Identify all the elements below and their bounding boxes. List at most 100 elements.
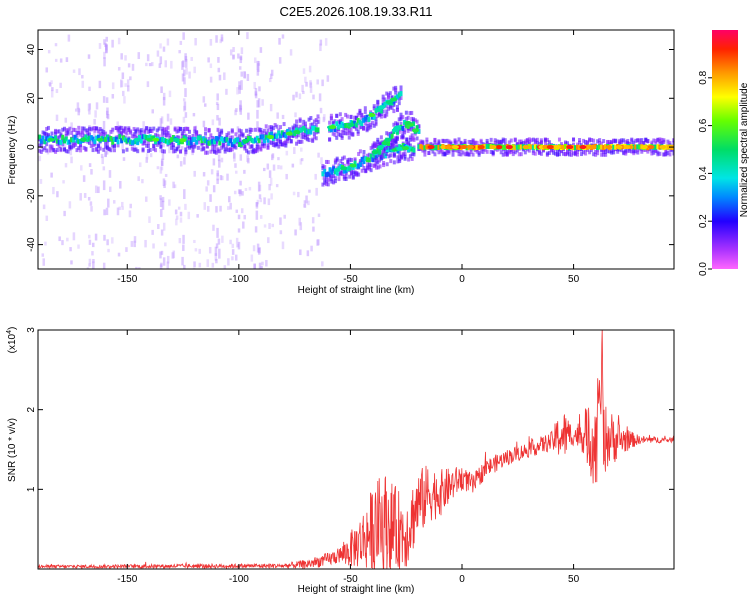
heatmap-speckle (119, 180, 122, 189)
heatmap-speckle (285, 150, 289, 156)
heatmap-streak (160, 229, 164, 236)
heatmap-cell (469, 140, 473, 145)
heatmap-cell (602, 152, 606, 157)
heatmap-speckle (117, 252, 121, 257)
heatmap-cell (205, 150, 209, 155)
heatmap-speckle (229, 202, 232, 210)
heatmap-streak (162, 178, 166, 186)
heatmap-cell (379, 114, 383, 119)
heatmap-speckle (149, 153, 153, 158)
heatmap-cell (408, 135, 412, 140)
heatmap-cell (561, 151, 565, 156)
heatmap-cell (481, 142, 485, 147)
heatmap-cell (39, 149, 43, 154)
heatmap-cell (626, 138, 630, 143)
heatmap-cell (157, 126, 161, 131)
heatmap-cell (123, 137, 127, 143)
heatmap-cell (91, 148, 95, 153)
heatmap-cell (182, 129, 186, 134)
heatmap-cell (279, 133, 283, 139)
heatmap-cell (398, 157, 402, 162)
heatmap-speckle (111, 39, 114, 48)
heatmap-cell (654, 144, 658, 150)
heatmap-cell (407, 157, 411, 162)
heatmap-cell (211, 138, 215, 144)
heatmap-cell (606, 149, 610, 154)
heatmap-cell (596, 145, 600, 151)
heatmap-cell (348, 165, 352, 171)
heatmap-streak (160, 262, 163, 267)
heatmap-cell (342, 123, 346, 129)
heatmap-cell (105, 141, 109, 146)
heatmap-cell (55, 138, 59, 144)
heatmap-cell (600, 141, 604, 146)
heatmap-speckle (145, 156, 148, 163)
heatmap-cell (374, 117, 378, 122)
heatmap-cell (337, 132, 341, 137)
heatmap-cell (533, 139, 537, 144)
heatmap-speckle (56, 191, 59, 198)
heatmap-streak (239, 55, 243, 61)
heatmap-hotspot (179, 138, 187, 143)
heatmap-cell (547, 150, 551, 155)
heatmap-speckle (103, 209, 106, 216)
snr-frame (37, 329, 675, 570)
heatmap-cell (200, 142, 204, 147)
heatmap-cell (397, 129, 401, 134)
heatmap-cell (161, 136, 165, 142)
heatmap-cell (148, 134, 152, 140)
heatmap-hotspot (368, 112, 376, 117)
heatmap-cell (196, 135, 200, 141)
heatmap-cell (640, 138, 644, 143)
heatmap-cell (539, 140, 543, 145)
heatmap-cell (421, 148, 425, 153)
heatmap-cell (385, 147, 389, 153)
heatmap-cell (129, 139, 133, 145)
heatmap-cell (111, 139, 115, 145)
heatmap-speckle (138, 267, 141, 269)
heatmap-cell (130, 140, 134, 146)
heatmap-speckle (228, 196, 231, 203)
heatmap-speckle (294, 229, 297, 236)
heatmap-cell (618, 140, 622, 145)
heatmap-cell (43, 146, 47, 151)
heatmap-cell (608, 149, 612, 154)
heatmap-speckle (193, 239, 196, 244)
heatmap-cell (626, 148, 630, 153)
heatmap-speckle (76, 102, 80, 110)
heatmap-cell (397, 96, 401, 101)
heatmap-cell (423, 152, 427, 157)
heatmap-cell (112, 143, 116, 148)
heatmap-cell (295, 141, 299, 146)
heatmap-streak (238, 81, 241, 90)
heatmap-cell (162, 127, 166, 132)
heatmap-cell (363, 109, 367, 114)
heatmap-cell (132, 126, 136, 131)
heatmap-hotspot (489, 145, 497, 150)
heatmap-cell (107, 134, 111, 139)
heatmap-streak (183, 264, 186, 269)
heatmap-cell (171, 134, 175, 140)
heatmap-cell (475, 149, 479, 154)
heatmap-streak (181, 146, 184, 151)
heatmap-cell (279, 125, 283, 130)
heatmap-cell (358, 149, 362, 154)
heatmap-cell (164, 138, 168, 144)
heatmap-speckle (294, 112, 297, 118)
x-tick-label: -100 (229, 574, 249, 585)
heatmap-cell (39, 138, 43, 144)
snr-series-line (38, 330, 674, 569)
heatmap-cell (374, 142, 378, 147)
heatmap-cell (668, 148, 672, 153)
heatmap-speckle (168, 90, 172, 98)
heatmap-streak (240, 80, 243, 90)
heatmap-cell (302, 135, 306, 140)
heatmap-hotspot (384, 137, 392, 142)
heatmap-speckle (194, 37, 197, 46)
heatmap-cell (62, 138, 66, 144)
heatmap-cell (216, 149, 220, 154)
heatmap-cell (302, 119, 306, 124)
heatmap-cell (282, 132, 286, 138)
heatmap-cell (392, 86, 396, 91)
heatmap-cell (632, 144, 636, 150)
